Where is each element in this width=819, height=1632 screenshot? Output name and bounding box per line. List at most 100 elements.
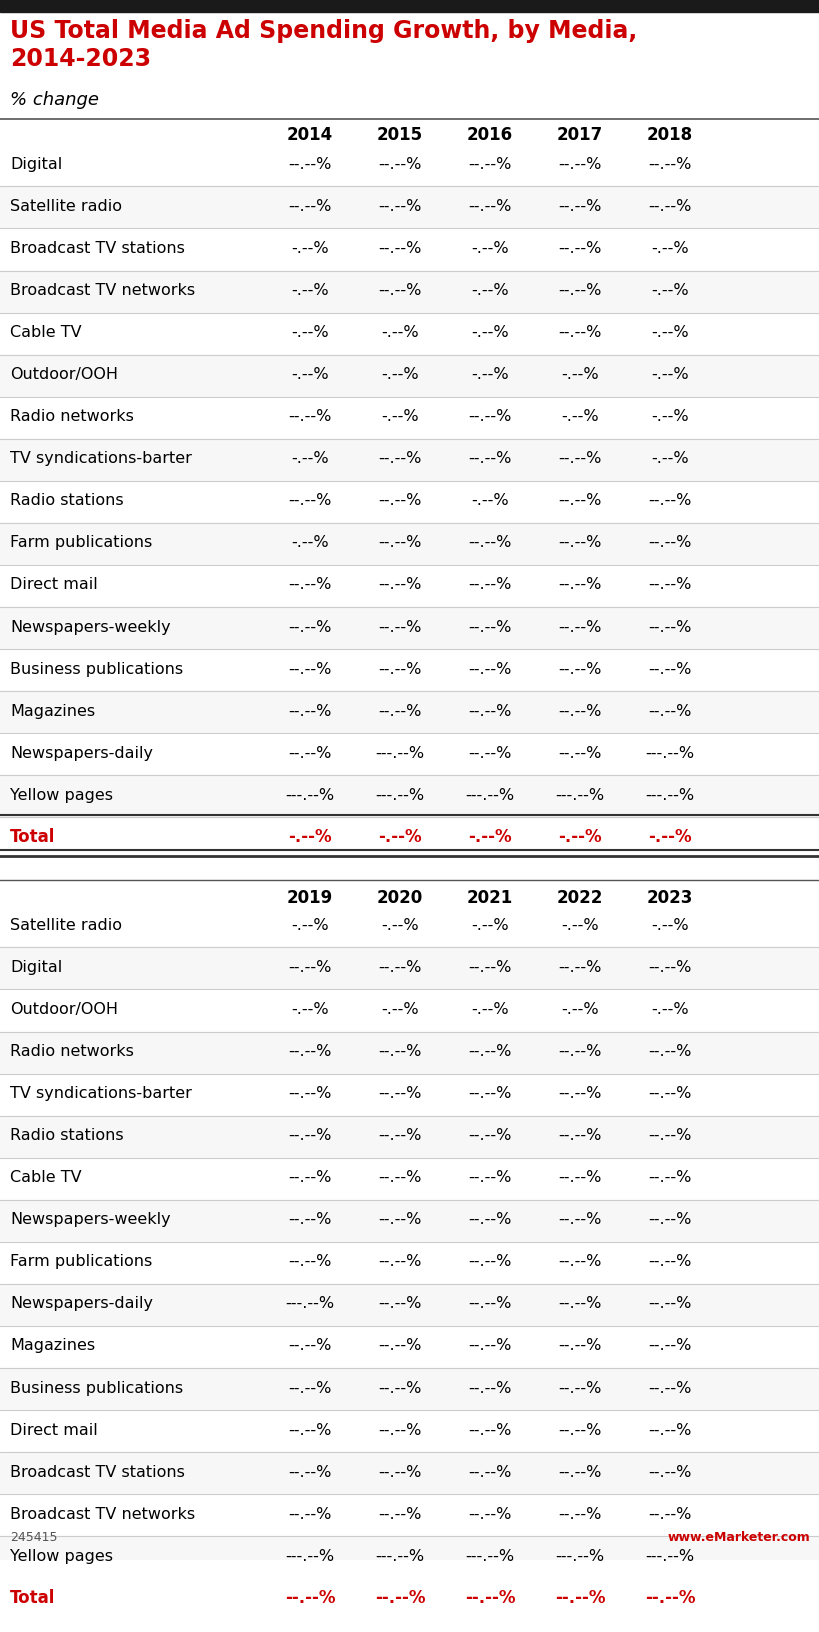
Text: Total: Total [10,827,56,845]
Bar [0,1368,819,1410]
Text: ---.--%: ---.--% [285,787,334,803]
Text: --.--%: --.--% [468,1379,511,1395]
Bar [0,356,819,398]
Text: --.--%: --.--% [378,703,421,718]
Text: Broadcast TV stations: Broadcast TV stations [10,1464,184,1479]
Text: -.--%: -.--% [291,325,328,339]
Text: --.--%: --.--% [378,960,421,974]
Text: --.--%: --.--% [378,450,421,467]
Text: Newspapers-daily: Newspapers-daily [10,1296,153,1310]
Text: --.--%: --.--% [378,1043,421,1059]
Bar [0,906,819,948]
Text: Direct mail: Direct mail [10,578,97,592]
Text: www.eMarketer.com: www.eMarketer.com [667,1531,809,1544]
Text: --.--%: --.--% [648,1421,691,1436]
Text: Business publications: Business publications [10,661,183,676]
Text: --.--%: --.--% [648,493,691,508]
Text: --.--%: --.--% [648,1043,691,1059]
Bar [0,991,819,1031]
Text: --.--%: --.--% [468,960,511,974]
Bar [0,1536,819,1578]
Text: 2015: 2015 [377,126,423,144]
Text: ---.--%: ---.--% [645,1547,694,1563]
Text: --.--%: --.--% [468,1296,511,1310]
Text: Broadcast TV networks: Broadcast TV networks [10,1506,195,1521]
Text: -.--%: -.--% [291,242,328,256]
Text: -.--%: -.--% [381,410,419,424]
Bar [0,313,819,356]
Text: --.--%: --.--% [648,661,691,676]
Text: --.--%: --.--% [558,1379,601,1395]
Text: --.--%: --.--% [468,1421,511,1436]
Text: -.--%: -.--% [287,827,332,845]
Text: Radio networks: Radio networks [10,410,133,424]
Text: ---.--%: ---.--% [285,1547,334,1563]
Text: -.--%: -.--% [381,1002,419,1017]
Text: --.--%: --.--% [464,1588,514,1606]
Text: --.--%: --.--% [288,1170,331,1185]
Text: -.--%: -.--% [471,1002,509,1017]
Text: --.--%: --.--% [558,661,601,676]
Text: --.--%: --.--% [288,410,331,424]
Text: ---.--%: ---.--% [375,787,424,803]
Bar [0,1159,819,1200]
Text: 2014: 2014 [287,126,333,144]
Text: --.--%: --.--% [288,960,331,974]
Text: --.--%: --.--% [468,1043,511,1059]
Text: Digital: Digital [10,157,62,171]
Bar [0,1452,819,1495]
Text: ---.--%: ---.--% [465,787,514,803]
Text: -.--%: -.--% [560,410,598,424]
Text: --.--%: --.--% [378,1338,421,1353]
Text: -.--%: -.--% [291,535,328,550]
Text: --.--%: --.--% [648,1211,691,1227]
Text: --.--%: --.--% [378,1506,421,1521]
Text: -.--%: -.--% [471,242,509,256]
Bar [0,566,819,607]
Bar [0,1284,819,1327]
Bar [0,1116,819,1159]
Text: --.--%: --.--% [468,1253,511,1268]
Text: ---.--%: ---.--% [375,1547,424,1563]
Text: --.--%: --.--% [288,1253,331,1268]
Text: Broadcast TV stations: Broadcast TV stations [10,242,184,256]
Text: --.--%: --.--% [558,1128,601,1142]
Text: --.--%: --.--% [558,1421,601,1436]
Bar [0,188,819,230]
Text: --.--%: --.--% [468,1211,511,1227]
Bar [0,0,819,13]
Bar [0,230,819,271]
Text: --.--%: --.--% [468,157,511,171]
Text: --.--%: --.--% [288,703,331,718]
Text: Newspapers-daily: Newspapers-daily [10,746,153,761]
Text: --.--%: --.--% [288,1338,331,1353]
Text: Yellow pages: Yellow pages [10,787,113,803]
Text: Farm publications: Farm publications [10,1253,152,1268]
Text: --.--%: --.--% [378,1421,421,1436]
Text: -.--%: -.--% [560,917,598,932]
Text: --.--%: --.--% [378,1211,421,1227]
Text: -.--%: -.--% [560,367,598,382]
Bar [0,607,819,650]
Text: -.--%: -.--% [650,450,688,467]
Text: -.--%: -.--% [650,325,688,339]
Text: -.--%: -.--% [471,325,509,339]
Text: --.--%: --.--% [648,157,691,171]
Text: --.--%: --.--% [288,1506,331,1521]
Bar [0,650,819,692]
Text: --.--%: --.--% [648,1506,691,1521]
Text: -.--%: -.--% [381,367,419,382]
Bar [0,1410,819,1452]
Text: -.--%: -.--% [291,917,328,932]
Text: Business publications: Business publications [10,1379,183,1395]
Text: --.--%: --.--% [558,578,601,592]
Text: Digital: Digital [10,960,62,974]
Text: --.--%: --.--% [558,1253,601,1268]
Text: ---.--%: ---.--% [554,1547,604,1563]
Text: --.--%: --.--% [378,1379,421,1395]
Text: ---.--%: ---.--% [645,746,694,761]
Text: --.--%: --.--% [468,1506,511,1521]
Text: -.--%: -.--% [381,917,419,932]
Text: --.--%: --.--% [558,450,601,467]
Text: --.--%: --.--% [288,1085,331,1100]
